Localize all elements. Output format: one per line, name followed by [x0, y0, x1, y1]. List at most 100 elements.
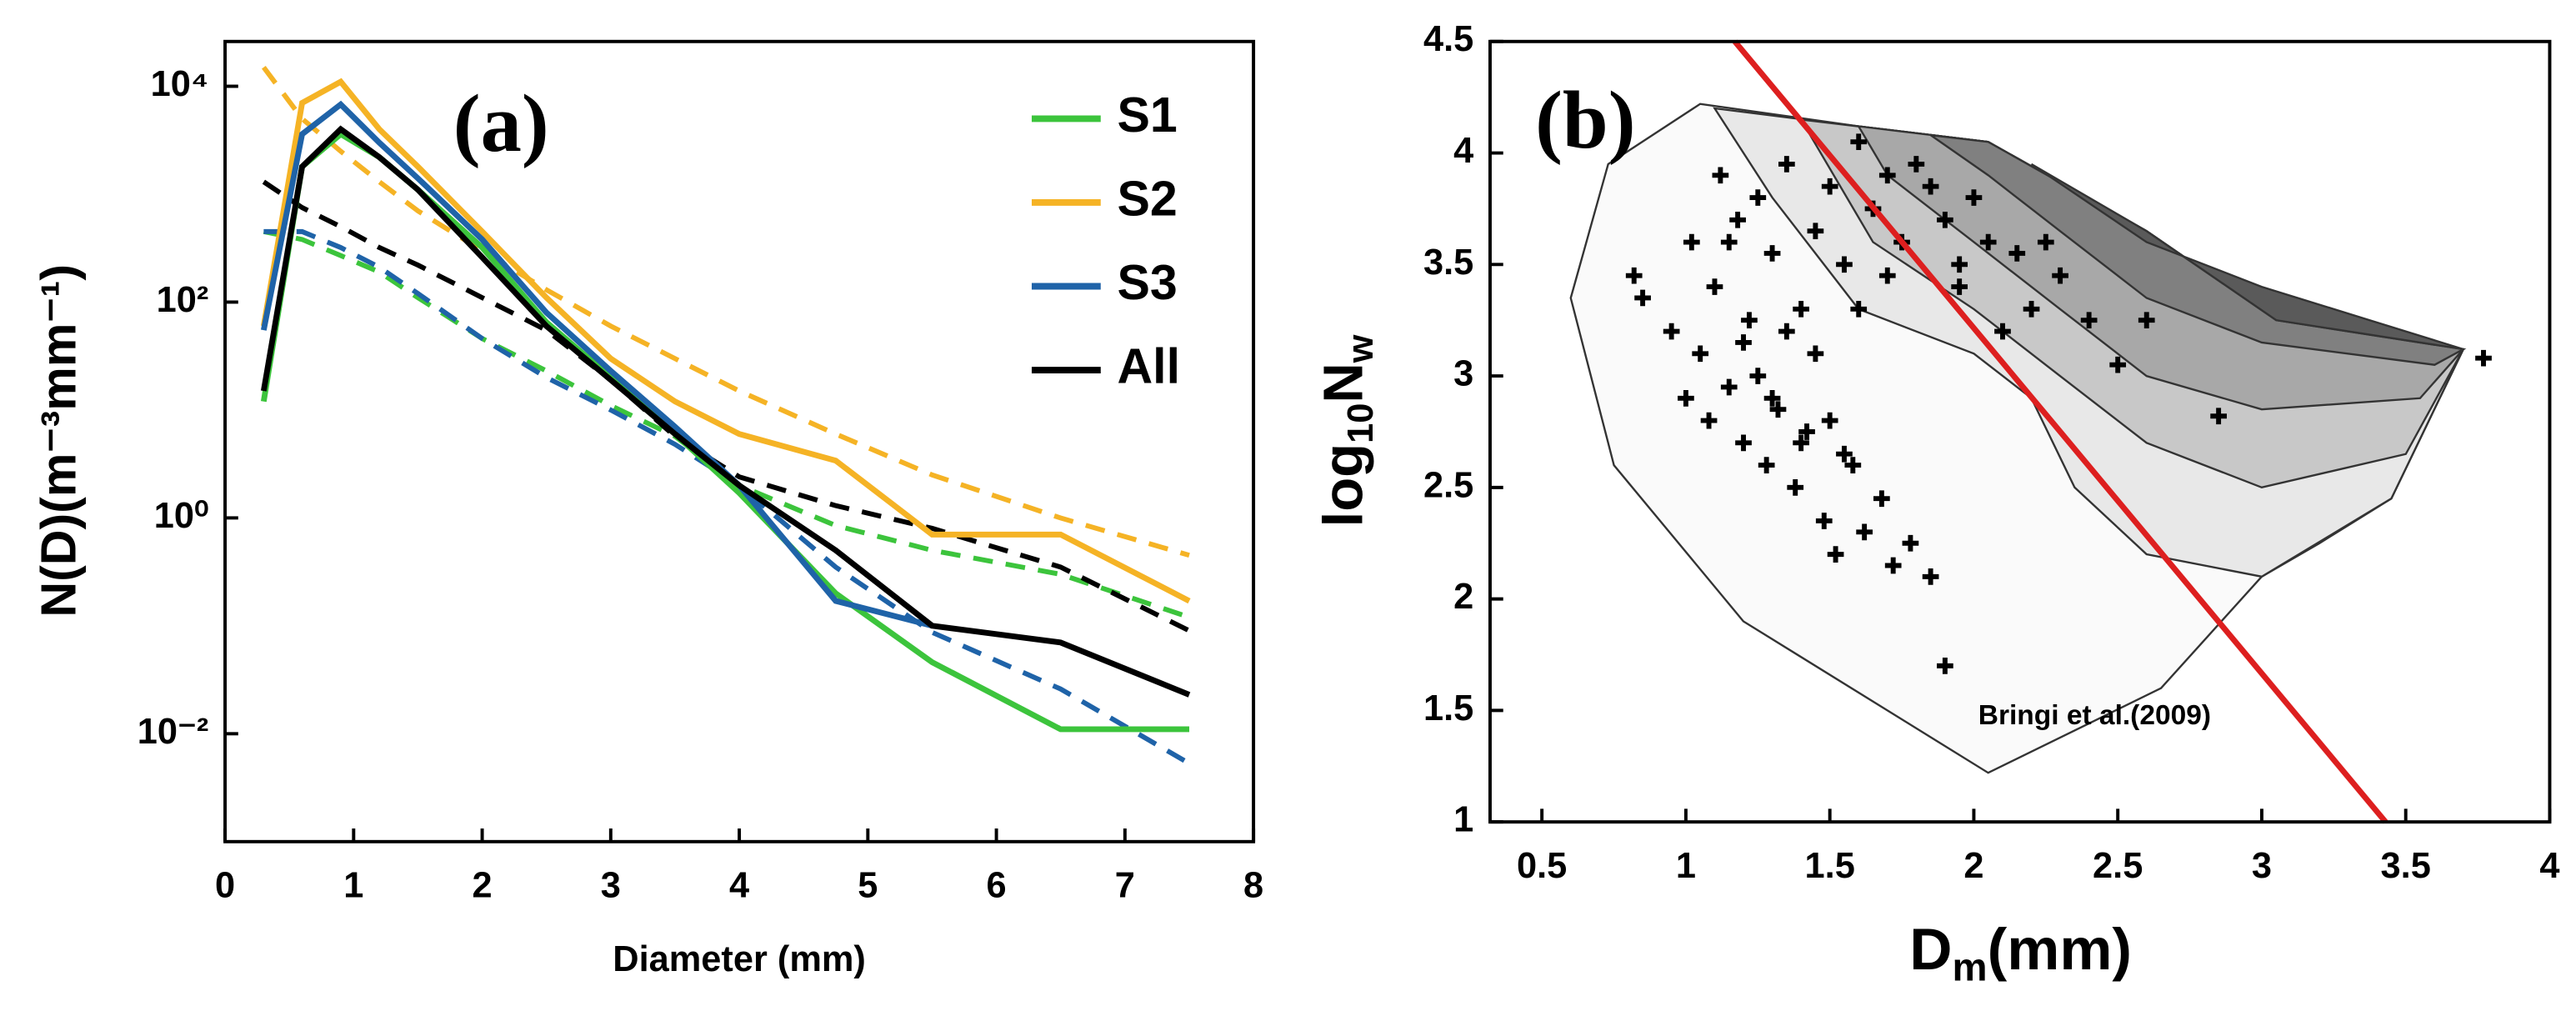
point: [1908, 156, 1925, 173]
point: [2109, 356, 2127, 373]
point: [2138, 312, 2155, 329]
point: [1741, 312, 1758, 329]
y-tick-label: 4.5: [1423, 19, 1473, 59]
point: [1979, 233, 1997, 251]
y-label-part: log: [1312, 443, 1374, 527]
point: [2475, 349, 2492, 367]
point: [1735, 334, 1752, 351]
point: [1815, 513, 1833, 529]
point: [1793, 300, 1809, 318]
point: [1798, 423, 1815, 440]
point: [1787, 478, 1804, 496]
point: [1778, 156, 1795, 173]
x-tick-label: 1: [343, 865, 363, 905]
point: [2052, 267, 2068, 284]
point: [2080, 312, 2098, 329]
fit-line: [263, 228, 1190, 620]
point: [1700, 412, 1718, 429]
point: [2037, 233, 2054, 251]
reference-line: [1733, 39, 2388, 824]
point: [1873, 490, 1890, 508]
point: [1850, 300, 1868, 318]
point: [1778, 323, 1795, 340]
fit-line: [262, 65, 1190, 558]
x-tick-label: 2: [1963, 846, 1983, 886]
point: [1769, 401, 1787, 418]
x-tick-label: 7: [1115, 865, 1135, 905]
point: [1807, 223, 1824, 240]
y-tick-label: 10²: [157, 280, 209, 320]
series-line: [260, 125, 1191, 698]
point: [1821, 412, 1838, 429]
point: [1793, 434, 1809, 452]
point: [1850, 133, 1868, 151]
point: [1856, 523, 1873, 541]
point: [1922, 178, 1939, 195]
point: [1878, 267, 1896, 284]
point: [1720, 378, 1738, 396]
x-tick-label: 3: [2252, 846, 2272, 886]
point: [1922, 568, 1939, 585]
x-label-part: (mm): [1988, 917, 2132, 983]
point: [1678, 389, 1694, 407]
contour: [2030, 163, 2464, 351]
x-label-sub: m: [1953, 945, 1988, 989]
y-tick-label: 2.5: [1423, 465, 1473, 505]
point: [1951, 278, 1968, 295]
x-tick-label: 6: [987, 865, 1007, 905]
x-tick-label: 3: [601, 865, 621, 905]
y-tick-label: 2: [1453, 577, 1473, 617]
point: [1735, 434, 1752, 452]
point: [2210, 408, 2227, 425]
x-tick-label: 2.5: [2093, 846, 2143, 886]
series-line: [260, 78, 1191, 604]
y-tick-label: 3.5: [1423, 243, 1473, 283]
y-tick-label: 10⁰: [154, 496, 209, 536]
point: [1683, 233, 1700, 251]
point: [1706, 278, 1723, 295]
y-label-part: N: [1312, 363, 1374, 403]
y-label-sub: w: [1342, 334, 1382, 363]
point: [1836, 445, 1853, 463]
y-tick-label: 3: [1453, 354, 1473, 394]
point: [1625, 267, 1643, 284]
legend-label: S3: [1117, 254, 1177, 310]
panel-b: 0.5 1 1.5 2 2.5 3 3.5 4 1 1.5 2 2.5 3 3.5 4 4.5: [1423, 19, 2560, 886]
point: [2008, 245, 2026, 262]
x-tick-label: 3.5: [2381, 846, 2431, 886]
reference-label: Bringi et al.(2009): [1978, 700, 2211, 731]
point: [1965, 189, 1983, 206]
point: [1937, 211, 1953, 228]
plot-frame: [1488, 39, 2552, 824]
x-tick-label: 1.5: [1805, 846, 1855, 886]
y-tick-label: 1: [1453, 800, 1473, 840]
point: [1758, 457, 1775, 473]
point: [1712, 167, 1729, 184]
point: [1951, 256, 1968, 273]
point: [1763, 245, 1781, 262]
point: [1836, 256, 1853, 273]
point: [1844, 457, 1862, 473]
x-tick-label: 0.5: [1517, 846, 1567, 886]
point: [1884, 557, 1902, 574]
point: [1902, 534, 1919, 552]
point: [1878, 167, 1896, 184]
x-tick-label: 8: [1243, 865, 1263, 905]
point: [1763, 389, 1781, 407]
x-tick-label: 5: [858, 865, 878, 905]
x-tick-label: 4: [729, 865, 749, 905]
point: [1729, 211, 1746, 228]
point: [1937, 658, 1953, 674]
y-axis-label: N(D)(m⁻³mm⁻¹): [31, 264, 87, 618]
point: [2023, 300, 2040, 318]
y-tick-label: 4: [1453, 131, 1473, 171]
point: [1749, 368, 1767, 384]
point: [1663, 323, 1680, 340]
point: [1749, 189, 1767, 206]
point: [1634, 289, 1651, 307]
point: [1692, 345, 1709, 363]
point: [1807, 345, 1824, 363]
x-label-part: D: [1909, 917, 1952, 983]
plot-frame: [223, 39, 1256, 843]
point: [1720, 233, 1738, 251]
